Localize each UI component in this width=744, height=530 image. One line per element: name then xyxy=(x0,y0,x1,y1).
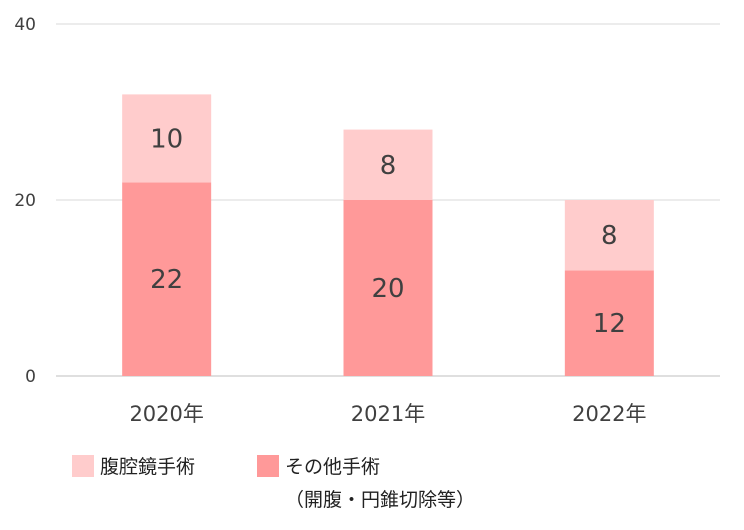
data-label: 12 xyxy=(593,309,626,339)
y-axis-tick-labels: 0 20 40 xyxy=(14,15,36,387)
bar-segment xyxy=(343,129,433,200)
bar-segment xyxy=(564,270,654,376)
legend-label-other: その他手術 xyxy=(285,456,381,478)
data-label: 10 xyxy=(150,124,183,154)
legend-swatch-other xyxy=(257,455,279,477)
y-tick-label: 40 xyxy=(14,15,36,35)
y-tick-label: 20 xyxy=(14,191,36,211)
legend-note: （開腹・円錐切除等） xyxy=(285,489,476,511)
bar-segment xyxy=(343,200,433,376)
x-tick-label: 2020年 xyxy=(129,402,203,426)
x-tick-label: 2022年 xyxy=(572,402,646,426)
legend-label-laparoscopic: 腹腔鏡手術 xyxy=(100,456,196,478)
data-label: 8 xyxy=(380,151,397,181)
x-axis-tick-labels: 2020年 2021年 2022年 xyxy=(129,402,646,426)
bars: 22 10 20 8 12 8 xyxy=(122,94,654,376)
data-label: 20 xyxy=(371,274,404,304)
bar-segment xyxy=(122,94,212,183)
bar-segment xyxy=(564,200,654,271)
x-tick-label: 2021年 xyxy=(351,402,425,426)
data-label: 22 xyxy=(150,265,183,295)
y-tick-label: 0 xyxy=(25,367,36,387)
bar-segment xyxy=(122,182,212,376)
data-label: 8 xyxy=(601,221,618,251)
legend-swatch-laparoscopic xyxy=(72,455,94,477)
